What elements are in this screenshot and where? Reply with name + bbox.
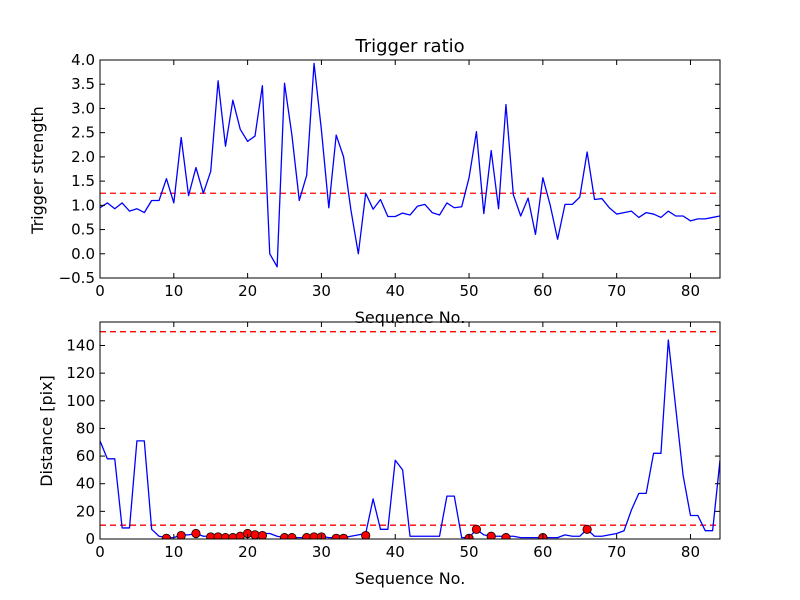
- distance-data-layer: [100, 331, 720, 539]
- distance-marker: [471, 524, 482, 534]
- distance-ytick-label: 120: [66, 364, 95, 382]
- distance-ylabel: Distance [pix]: [37, 375, 56, 487]
- distance-xtick-label: 30: [312, 543, 331, 561]
- trigger-ratio-data-layer: [100, 62, 720, 268]
- distance-xtick-label: 60: [533, 543, 552, 561]
- trigger-ratio-ytick-label: 1.0: [71, 196, 95, 214]
- distance-xlabel: Sequence No.: [355, 569, 466, 588]
- trigger-ratio-ytick-label: 2.5: [71, 124, 95, 142]
- trigger-ratio-xtick-label: 20: [238, 282, 257, 300]
- trigger-ratio-ytick-label: 2.0: [71, 148, 95, 166]
- distance-panel: 0 10 20 30 40 50 60 70 80 0 20 40 60 80 100 120 140 Sequ…: [37, 321, 721, 588]
- trigger-ratio-series-line-0: [100, 62, 720, 268]
- distance-ytick-label: 20: [76, 502, 95, 520]
- trigger-ratio-ytick-label: 0.5: [71, 221, 95, 239]
- distance-plot-area: 0 10 20 30 40 50 60 70 80 0 20 40 60 80 100 120 140: [66, 321, 721, 561]
- distance-marker: [257, 530, 267, 539]
- trigger-ratio-xtick-label: 80: [681, 282, 700, 300]
- distance-ytick-label: 80: [76, 419, 95, 437]
- trigger-ratio-xtick-label: 30: [312, 282, 331, 300]
- distance-marker: [338, 533, 349, 539]
- distance-xtick-label: 40: [386, 543, 405, 561]
- trigger-ratio-xtick-label: 50: [460, 282, 479, 300]
- trigger-ratio-xtick-label: 60: [533, 282, 552, 300]
- trigger-ratio-ytick-label: 4.0: [71, 51, 95, 69]
- distance-marker: [287, 533, 297, 539]
- distance-xtick-label: 70: [607, 543, 626, 561]
- distance-xtick-label: 80: [681, 543, 700, 561]
- distance-marker: [361, 530, 371, 539]
- distance-xtick-label: 0: [95, 543, 105, 561]
- distance-marker: [501, 533, 511, 539]
- trigger-ratio-xtick-label: 40: [386, 282, 405, 300]
- trigger-ratio-panel: Trigger ratio 0 10 20 30 40 50 60 70 80 −0.5 0.0 0.…: [28, 36, 721, 327]
- distance-series-line-0: [100, 339, 720, 539]
- trigger-ratio-xtick-label: 70: [607, 282, 626, 300]
- distance-axes-frame: [99, 321, 721, 540]
- distance-marker: [176, 530, 186, 539]
- distance-xtick-label: 50: [460, 543, 479, 561]
- distance-marker: [191, 528, 201, 539]
- trigger-ratio-plot-area: 0 10 20 30 40 50 60 70 80 −0.5 0.0 0.5 1.0 1.5 2.0 2.5 3…: [59, 51, 721, 300]
- distance-marker: [486, 531, 496, 539]
- trigger-ratio-ytick-label: 1.5: [71, 172, 95, 190]
- distance-ytick-label: 100: [66, 392, 95, 410]
- trigger-ratio-xlabel: Sequence No.: [355, 308, 466, 327]
- distance-ytick-label: 0: [85, 530, 95, 548]
- distance-ytick-label: 60: [76, 447, 95, 465]
- trigger-ratio-xtick-label: 0: [95, 282, 105, 300]
- trigger-ratio-ylabel: Trigger strength: [28, 106, 47, 235]
- trigger-ratio-ytick-label: 0.0: [71, 245, 95, 263]
- trigger-ratio-xtick-label: 10: [164, 282, 183, 300]
- trigger-ratio-ytick-label: 3.5: [71, 75, 95, 93]
- distance-marker: [582, 524, 592, 534]
- distance-marker: [161, 533, 172, 539]
- trigger-ratio-ytick-label: −0.5: [59, 269, 95, 287]
- trigger-ratio-ytick-label: 3.0: [71, 99, 95, 117]
- distance-ytick-label: 140: [66, 336, 95, 354]
- distance-ytick-label: 40: [76, 475, 95, 493]
- trigger-ratio-axes-frame: [99, 59, 721, 279]
- distance-xtick-label: 20: [238, 543, 257, 561]
- distance-xtick-label: 10: [164, 543, 183, 561]
- trigger-ratio-title: Trigger ratio: [354, 36, 464, 57]
